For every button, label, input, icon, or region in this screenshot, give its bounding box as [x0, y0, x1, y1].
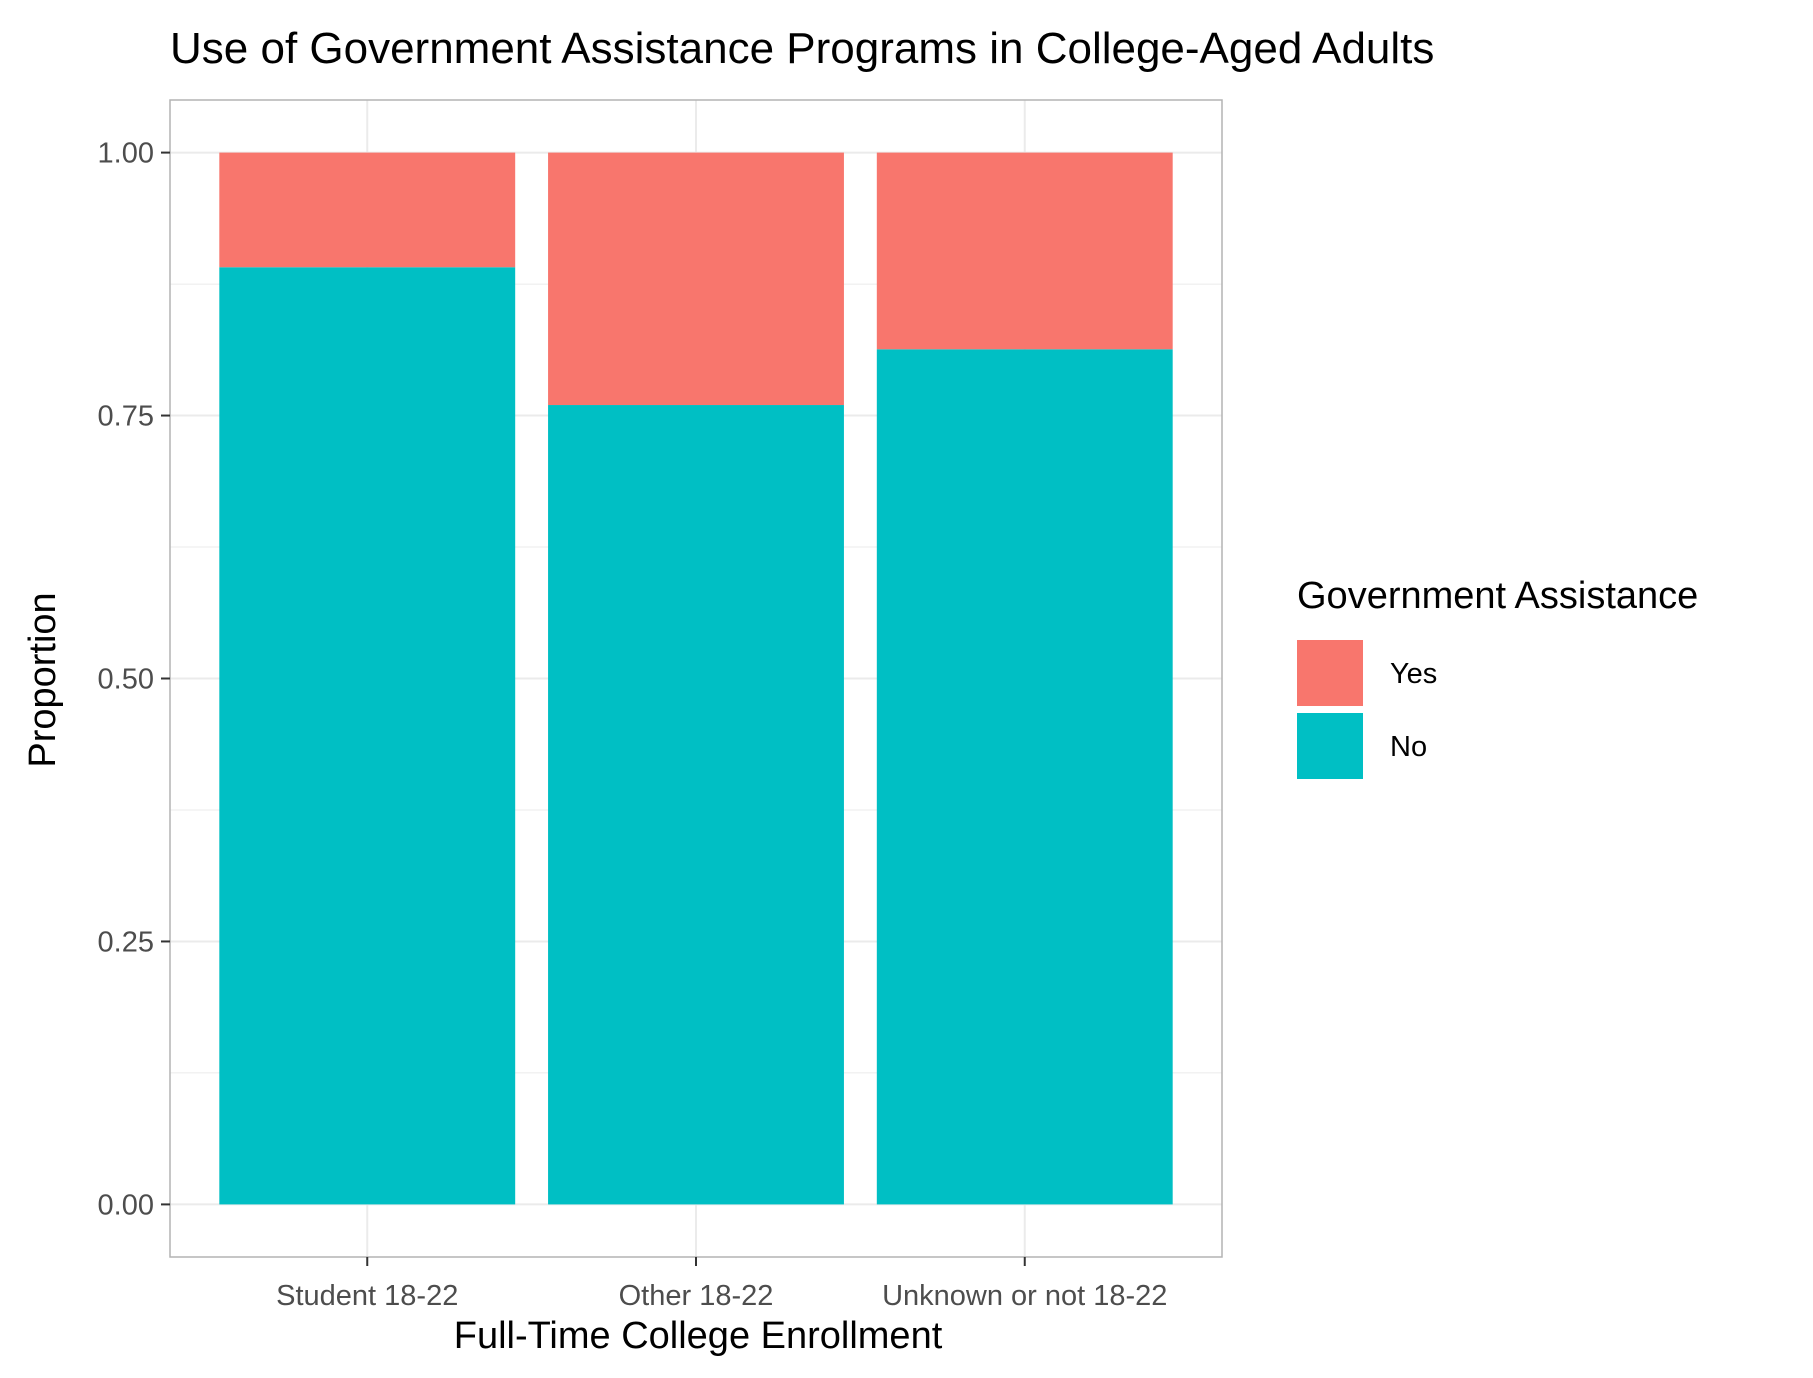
legend-label-yes: Yes — [1390, 658, 1437, 690]
bar-no-3 — [876, 349, 1173, 1205]
legend-key-yes — [1297, 640, 1363, 706]
y-tick-label: 0.50 — [98, 664, 154, 696]
legend: Government Assistance Yes No — [1297, 575, 1698, 779]
x-tick-label: Unknown or not 18-22 — [882, 1280, 1167, 1312]
x-tick-label: Other 18-22 — [619, 1280, 774, 1312]
bars — [219, 152, 1173, 1205]
y-tick-label: 1.00 — [98, 138, 154, 170]
x-axis-title: Full-Time College Enrollment — [454, 1315, 943, 1357]
y-tick-label: 0.25 — [98, 926, 154, 958]
x-axis: Student 18-22 Other 18-22 Unknown or not 1… — [276, 1257, 1167, 1312]
y-axis-title: Proportion — [22, 592, 64, 767]
legend-title: Government Assistance — [1297, 575, 1698, 617]
chart-title: Use of Government Assistance Programs in… — [170, 24, 1434, 73]
bar-yes-2 — [548, 152, 844, 406]
x-tick-label: Student 18-22 — [276, 1280, 458, 1312]
bar-yes-3 — [876, 152, 1173, 350]
bar-no-2 — [548, 405, 844, 1205]
bar-yes-1 — [219, 152, 516, 268]
bar-no-1 — [219, 267, 516, 1205]
y-tick-label: 0.00 — [98, 1189, 154, 1221]
legend-label-no: No — [1390, 731, 1427, 763]
y-tick-label: 0.75 — [98, 401, 154, 433]
y-axis: 0.00 0.25 0.50 0.75 1.00 — [98, 138, 170, 1221]
legend-key-no — [1297, 713, 1363, 779]
